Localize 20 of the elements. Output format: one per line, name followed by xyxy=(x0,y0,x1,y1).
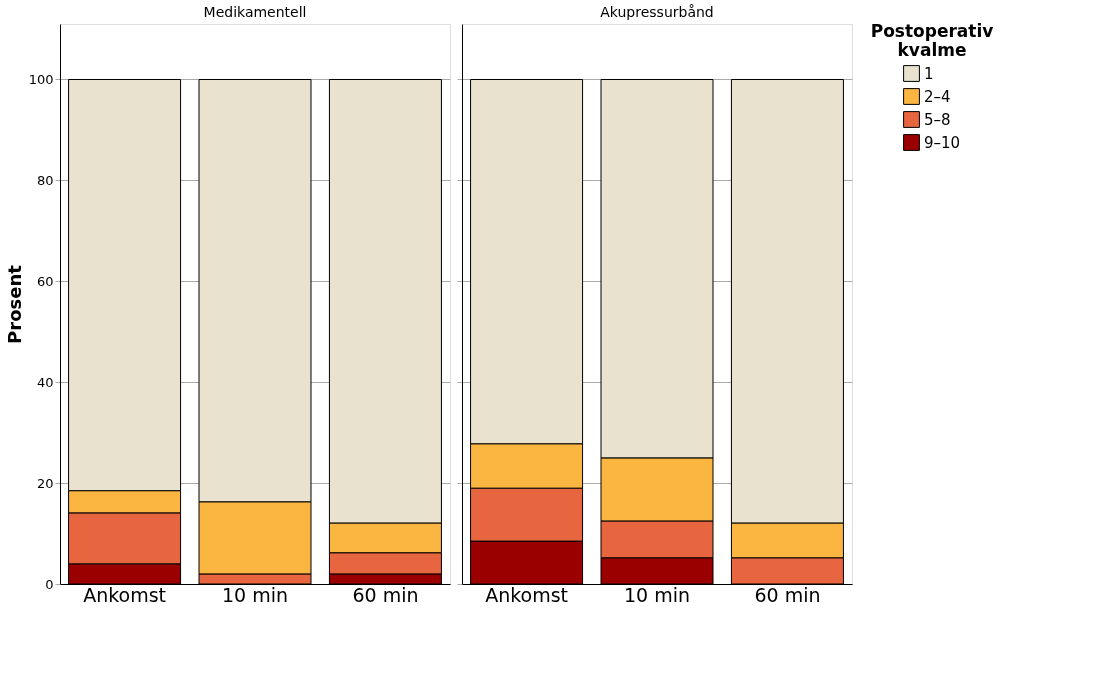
y-tick-label: 0 xyxy=(45,576,54,592)
legend-label: 9–10 xyxy=(924,133,961,152)
y-tick-label: 40 xyxy=(36,374,54,390)
chart-title: Akupressurbånd xyxy=(600,4,714,20)
x-tick-label: 60 min xyxy=(754,583,821,606)
y-axis-title: Prosent xyxy=(3,264,25,344)
y-tick-label: 60 xyxy=(36,273,54,289)
legend-label: 5–8 xyxy=(924,110,951,129)
x-tick-label: 10 min xyxy=(623,583,691,606)
x-tick-label: 60 min xyxy=(352,583,419,606)
legend-label: 1 xyxy=(924,64,934,83)
x-tick-label: 10 min xyxy=(221,583,289,606)
legend-title: Postoperativ kvalme xyxy=(870,21,994,60)
x-tick-label: Ankomst xyxy=(485,583,568,606)
chart-title: Medikamentell xyxy=(203,4,307,20)
y-tick-label: 80 xyxy=(36,172,54,188)
y-tick-label: 20 xyxy=(36,475,54,491)
legend-label: 2–4 xyxy=(924,87,951,106)
y-tick-label: 100 xyxy=(28,72,54,87)
x-tick-label: Ankomst xyxy=(83,583,166,606)
